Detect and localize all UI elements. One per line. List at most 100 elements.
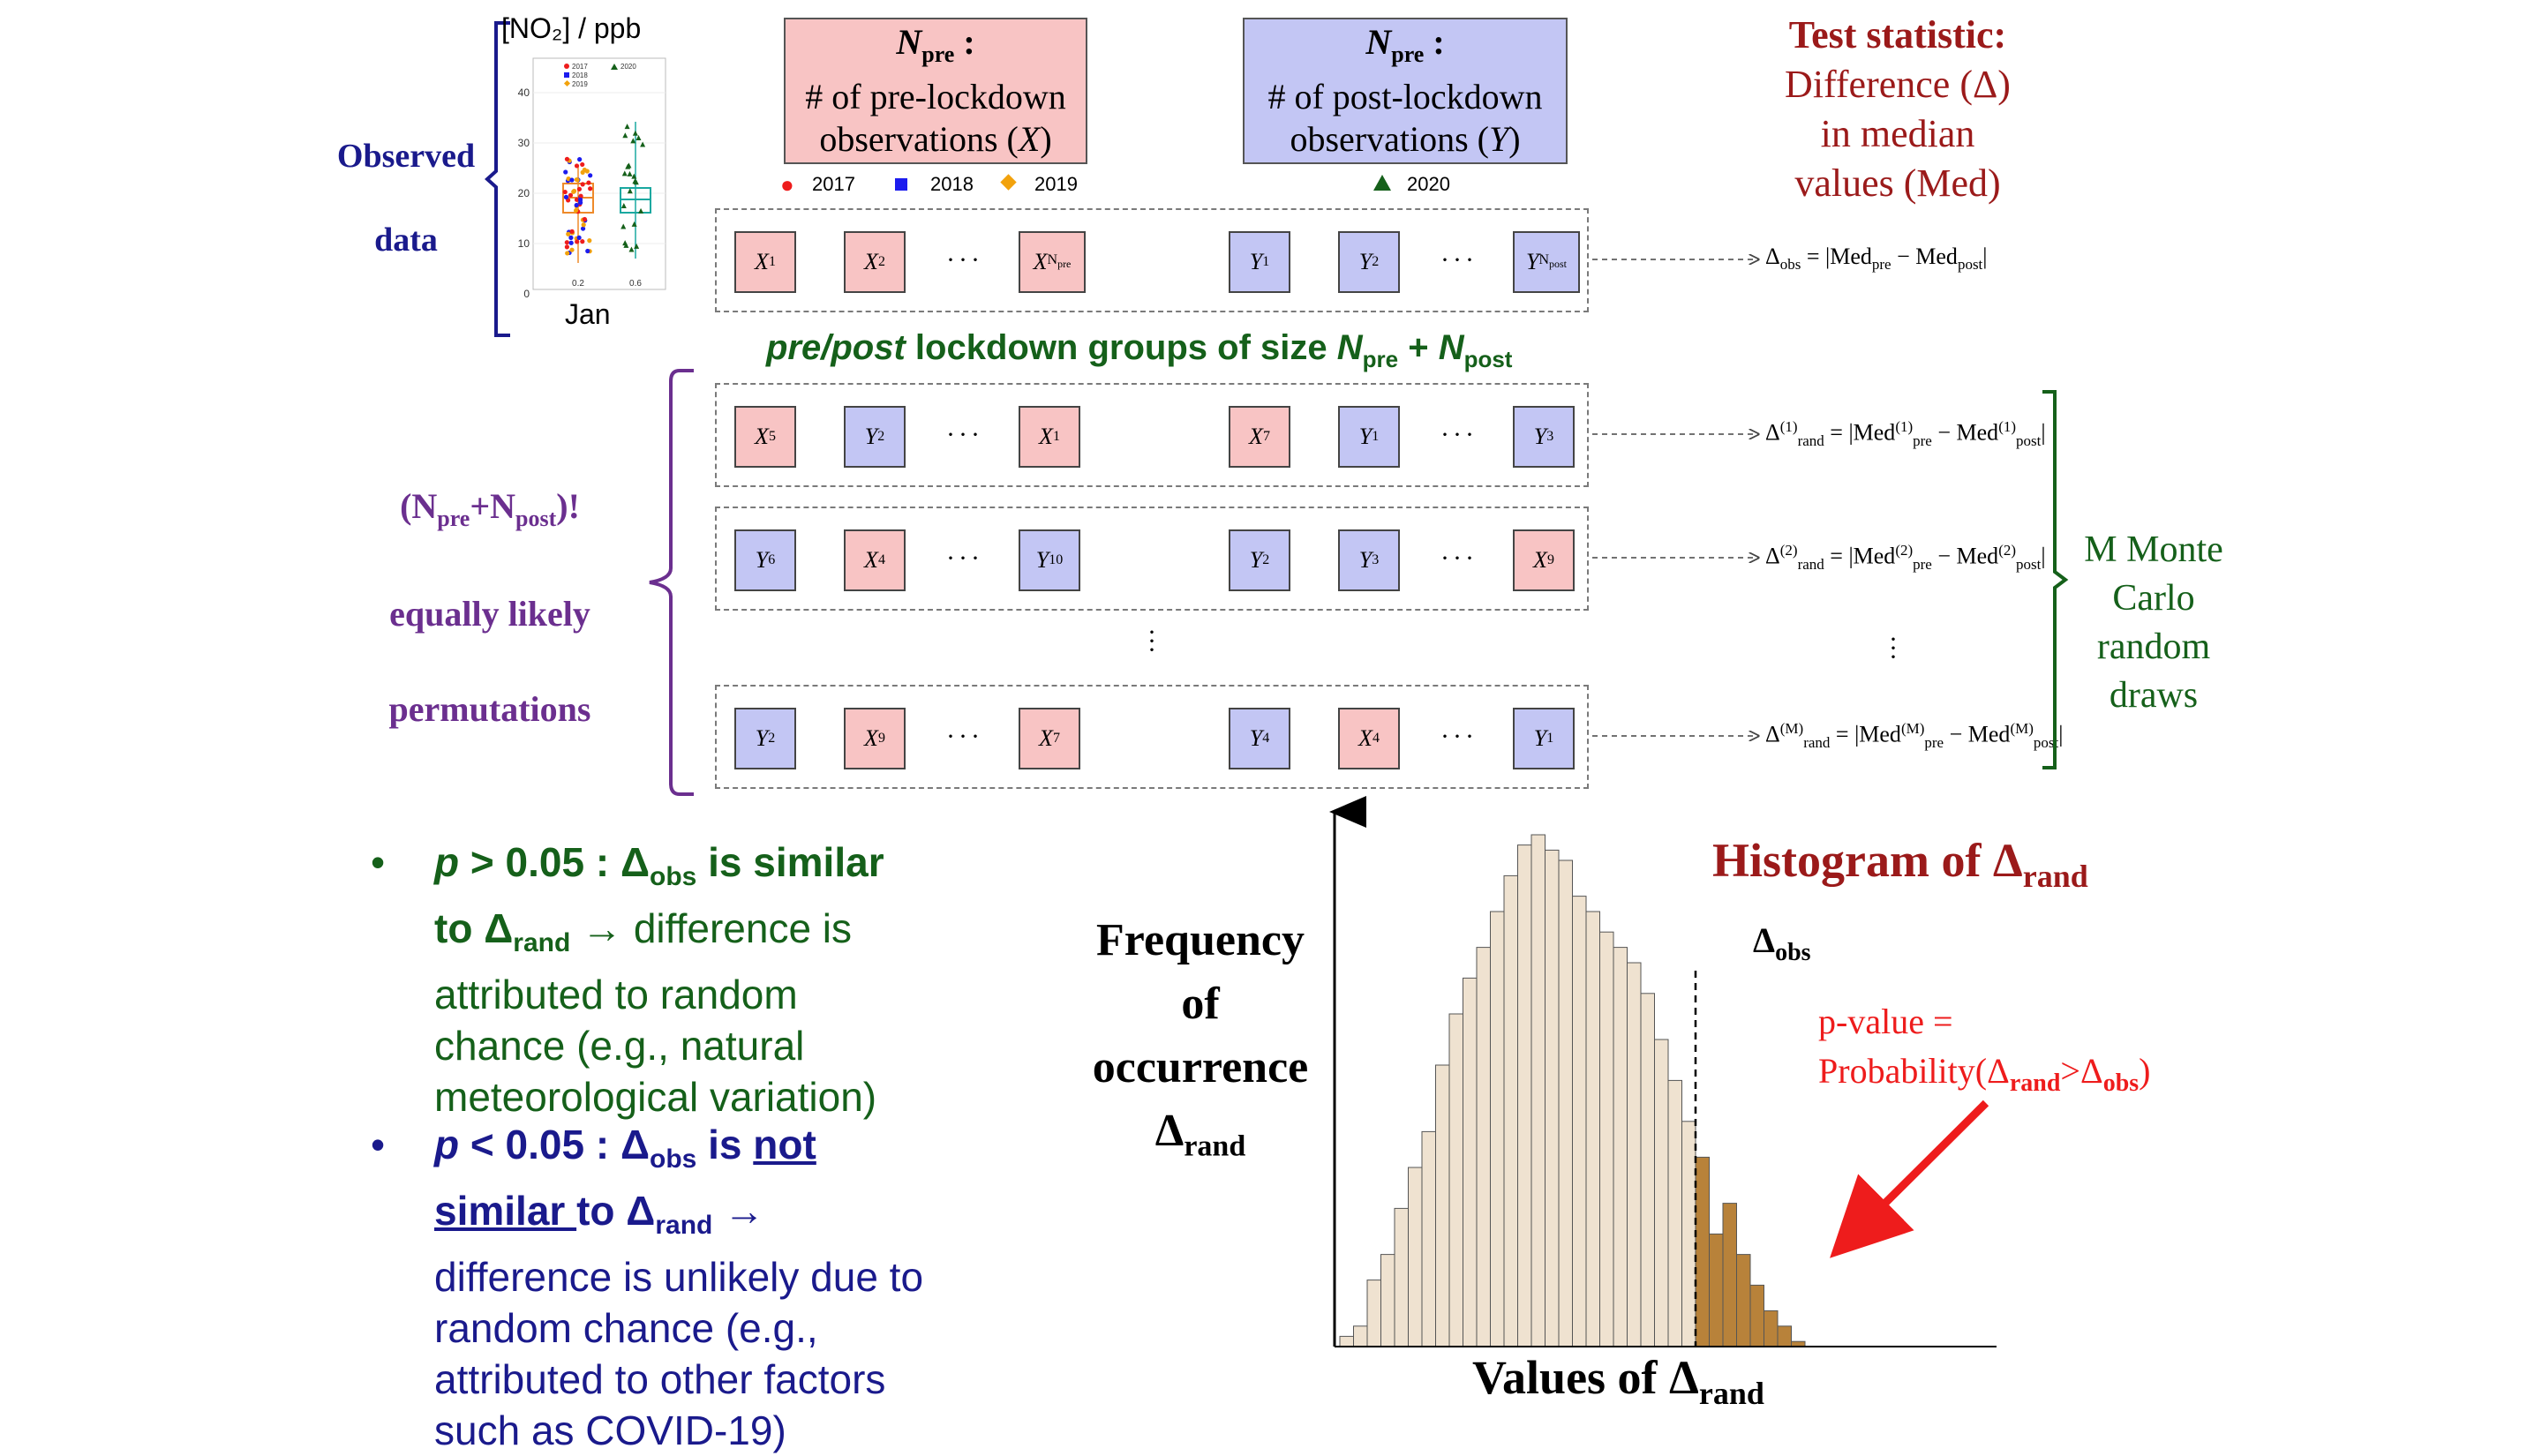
- inset-ytick: 30: [518, 137, 530, 149]
- inset-point-pre: [580, 161, 585, 168]
- inset-ylabel: [NO₂] / ppb: [501, 12, 642, 44]
- test-statistic-title: Test statistic:: [1788, 13, 2007, 56]
- inset-point-post: [628, 246, 635, 252]
- histogram-xlabel: Values of Δrand: [1472, 1351, 1764, 1411]
- legend-2019-label: 2019: [1034, 173, 1078, 195]
- histogram-bar: [1545, 849, 1560, 1347]
- monte-carlo-line2: Carlo: [2112, 578, 2195, 619]
- histogram-bar: [1640, 993, 1655, 1347]
- inset-point-post: [622, 132, 628, 139]
- pvalue-arrow: [1830, 1100, 1989, 1258]
- pre-lockdown-box: Npre : # of pre-lockdown observations (X…: [784, 18, 1087, 164]
- histogram-bar: [1613, 947, 1628, 1347]
- vertical-dots: · · ·: [1147, 618, 1156, 664]
- inset-point-pre: [574, 197, 580, 202]
- histogram-bar: [1366, 1280, 1381, 1347]
- inset-point-pre: [586, 180, 591, 185]
- bullet-dot-2: •: [371, 1122, 386, 1167]
- test-statistic-label: Test statistic: Difference (Δ) in median…: [1730, 11, 2065, 208]
- pre-box-line1: # of pre-lockdown: [805, 77, 1066, 116]
- permutations-line2: equally likely: [389, 594, 590, 634]
- formula-rand-2: Δ(2)rand = |Med(2)pre − Med(2)post|: [1765, 542, 2046, 573]
- inset-points-post: [620, 124, 646, 252]
- legend-2018-marker: [895, 178, 907, 191]
- pvalue-line1: p-value =: [1818, 1002, 1953, 1041]
- bullet2-line4: random chance (e.g.,: [434, 1305, 818, 1352]
- test-statistic-line3: in median: [1820, 112, 1975, 155]
- observed-label-line2: data: [374, 221, 438, 259]
- inset-plot-panel: [532, 57, 666, 290]
- inset-point-post: [620, 223, 627, 229]
- histogram-bar: [1476, 947, 1491, 1347]
- bullet2-line5: attributed to other factors: [434, 1356, 886, 1403]
- histogram-bar: [1530, 834, 1546, 1347]
- histogram-title: Histogram of Δrand: [1712, 834, 2088, 894]
- legend-2017-label: 2017: [812, 173, 855, 195]
- inset-point-pre: [580, 239, 585, 244]
- histogram-bar: [1421, 1130, 1436, 1347]
- inset-xtick: 0.2: [572, 279, 584, 289]
- permutations-label: (Npre+Npost)! equally likely permutation…: [353, 459, 627, 757]
- histogram-bar: [1490, 911, 1505, 1347]
- bullet2-line2: similar to Δrand →: [434, 1188, 765, 1241]
- test-statistic-line4: values (Med): [1794, 161, 2001, 205]
- inset-point-pre: [588, 186, 593, 191]
- inset-xtick-labels: 0.2 0.6: [572, 279, 642, 289]
- ellipsis: ···: [946, 420, 983, 449]
- inset-point-pre: [568, 240, 574, 245]
- inset-legend: 2017 2018 2019 2020: [563, 63, 636, 88]
- ellipsis: ···: [946, 245, 983, 274]
- inset-legend-2019: 2019: [572, 80, 588, 88]
- histogram-bar: [1408, 1167, 1423, 1347]
- inset-point-post: [631, 221, 637, 227]
- monte-carlo-line4: draws: [2109, 675, 2199, 716]
- pvalue-label: p-value = Probability(Δrand>Δobs): [1818, 997, 2150, 1108]
- histogram-ylabel-line1: Frequency: [1096, 915, 1305, 965]
- post-obs-cell: Y Npost: [1513, 231, 1580, 293]
- inset-point-pre: [574, 163, 580, 169]
- inset-point-post: [633, 179, 639, 185]
- legend-2020-marker: [1373, 175, 1391, 191]
- post-box-title: Npre :: [1365, 22, 1445, 67]
- observed-label-line1: Observed: [336, 138, 476, 175]
- inset-legend-2020: 2020: [620, 63, 636, 71]
- histogram-bar: [1585, 911, 1600, 1347]
- histogram-bar: [1709, 1233, 1724, 1347]
- inset-point-pre: [569, 177, 575, 183]
- histogram-bar: [1448, 1013, 1463, 1347]
- bullet1-line3: attributed to random: [434, 972, 798, 1018]
- formula-rand-1: Δ(1)rand = |Med(1)pre − Med(1)post|: [1765, 418, 2046, 449]
- legend-2017-marker: ●: [780, 171, 794, 198]
- inset-ytick: 20: [518, 187, 530, 199]
- monte-carlo-label: M Monte Carlo random draws: [2065, 526, 2242, 720]
- post-obs-cell: Y 10: [1019, 529, 1080, 591]
- inset-point-pre: [575, 177, 580, 183]
- histogram-bar: [1667, 1079, 1682, 1347]
- groups-label: pre/post lockdown groups of size Npre + …: [766, 328, 1513, 372]
- histogram-bar: [1435, 1064, 1450, 1347]
- inset-point-pre: [580, 182, 585, 187]
- monte-carlo-line3: random: [2096, 627, 2211, 667]
- histogram-ylabel-line3: occurrence: [1092, 1042, 1309, 1092]
- permutations-line1: (Npre+Npost)!: [400, 486, 580, 531]
- histogram-bar: [1517, 844, 1532, 1347]
- histogram-bar: [1777, 1325, 1792, 1347]
- inset-point-pre: [585, 248, 590, 254]
- ellipsis: ···: [1440, 544, 1478, 573]
- inset-point-pre: [580, 226, 586, 231]
- inset-point-post: [632, 130, 638, 136]
- ellipsis: ···: [1440, 722, 1478, 751]
- bullet2-line1: p < 0.05 : Δobs is not: [434, 1122, 816, 1175]
- inset-xtick: 0.6: [629, 279, 642, 289]
- inset-point-pre: [587, 238, 592, 244]
- inset-point-pre: [571, 189, 576, 194]
- inset-point-pre: [568, 192, 574, 198]
